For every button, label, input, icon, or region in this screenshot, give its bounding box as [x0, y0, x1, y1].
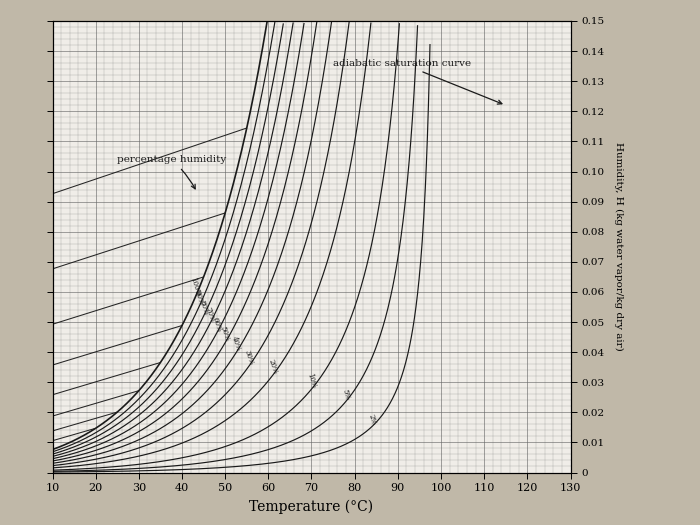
- Text: 2%: 2%: [366, 414, 377, 427]
- Text: adiabatic saturation curve: adiabatic saturation curve: [333, 59, 502, 104]
- Text: 20%: 20%: [267, 358, 279, 375]
- Text: 40%: 40%: [230, 335, 242, 353]
- Text: 5%: 5%: [340, 388, 351, 401]
- Text: 70%: 70%: [204, 306, 216, 323]
- Text: 90%: 90%: [193, 289, 206, 306]
- X-axis label: Temperature (°C): Temperature (°C): [249, 500, 374, 514]
- Text: 80%: 80%: [197, 299, 210, 316]
- Text: 30%: 30%: [243, 349, 255, 366]
- Text: 50%: 50%: [219, 326, 232, 343]
- Text: 60%: 60%: [210, 316, 223, 333]
- Text: 10%: 10%: [305, 372, 318, 389]
- Text: 100%: 100%: [188, 276, 202, 298]
- Y-axis label: Humidity, H (kg water vapor/kg dry air): Humidity, H (kg water vapor/kg dry air): [615, 142, 624, 351]
- Text: percentage humidity: percentage humidity: [118, 155, 227, 189]
